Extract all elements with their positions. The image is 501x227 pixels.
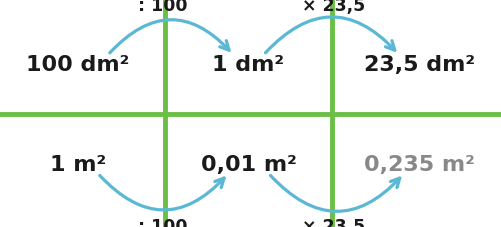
Text: 100 dm²: 100 dm² [26, 55, 129, 75]
Text: × 23,5: × 23,5 [302, 0, 365, 15]
Text: 0,01 m²: 0,01 m² [200, 155, 296, 175]
Text: 0,235 m²: 0,235 m² [363, 155, 473, 175]
Text: 1 m²: 1 m² [50, 155, 106, 175]
Text: : 100: : 100 [138, 0, 187, 15]
Text: 1 dm²: 1 dm² [212, 55, 284, 75]
Text: × 23,5: × 23,5 [302, 217, 365, 227]
Text: : 100: : 100 [138, 217, 187, 227]
Text: 23,5 dm²: 23,5 dm² [363, 55, 474, 75]
